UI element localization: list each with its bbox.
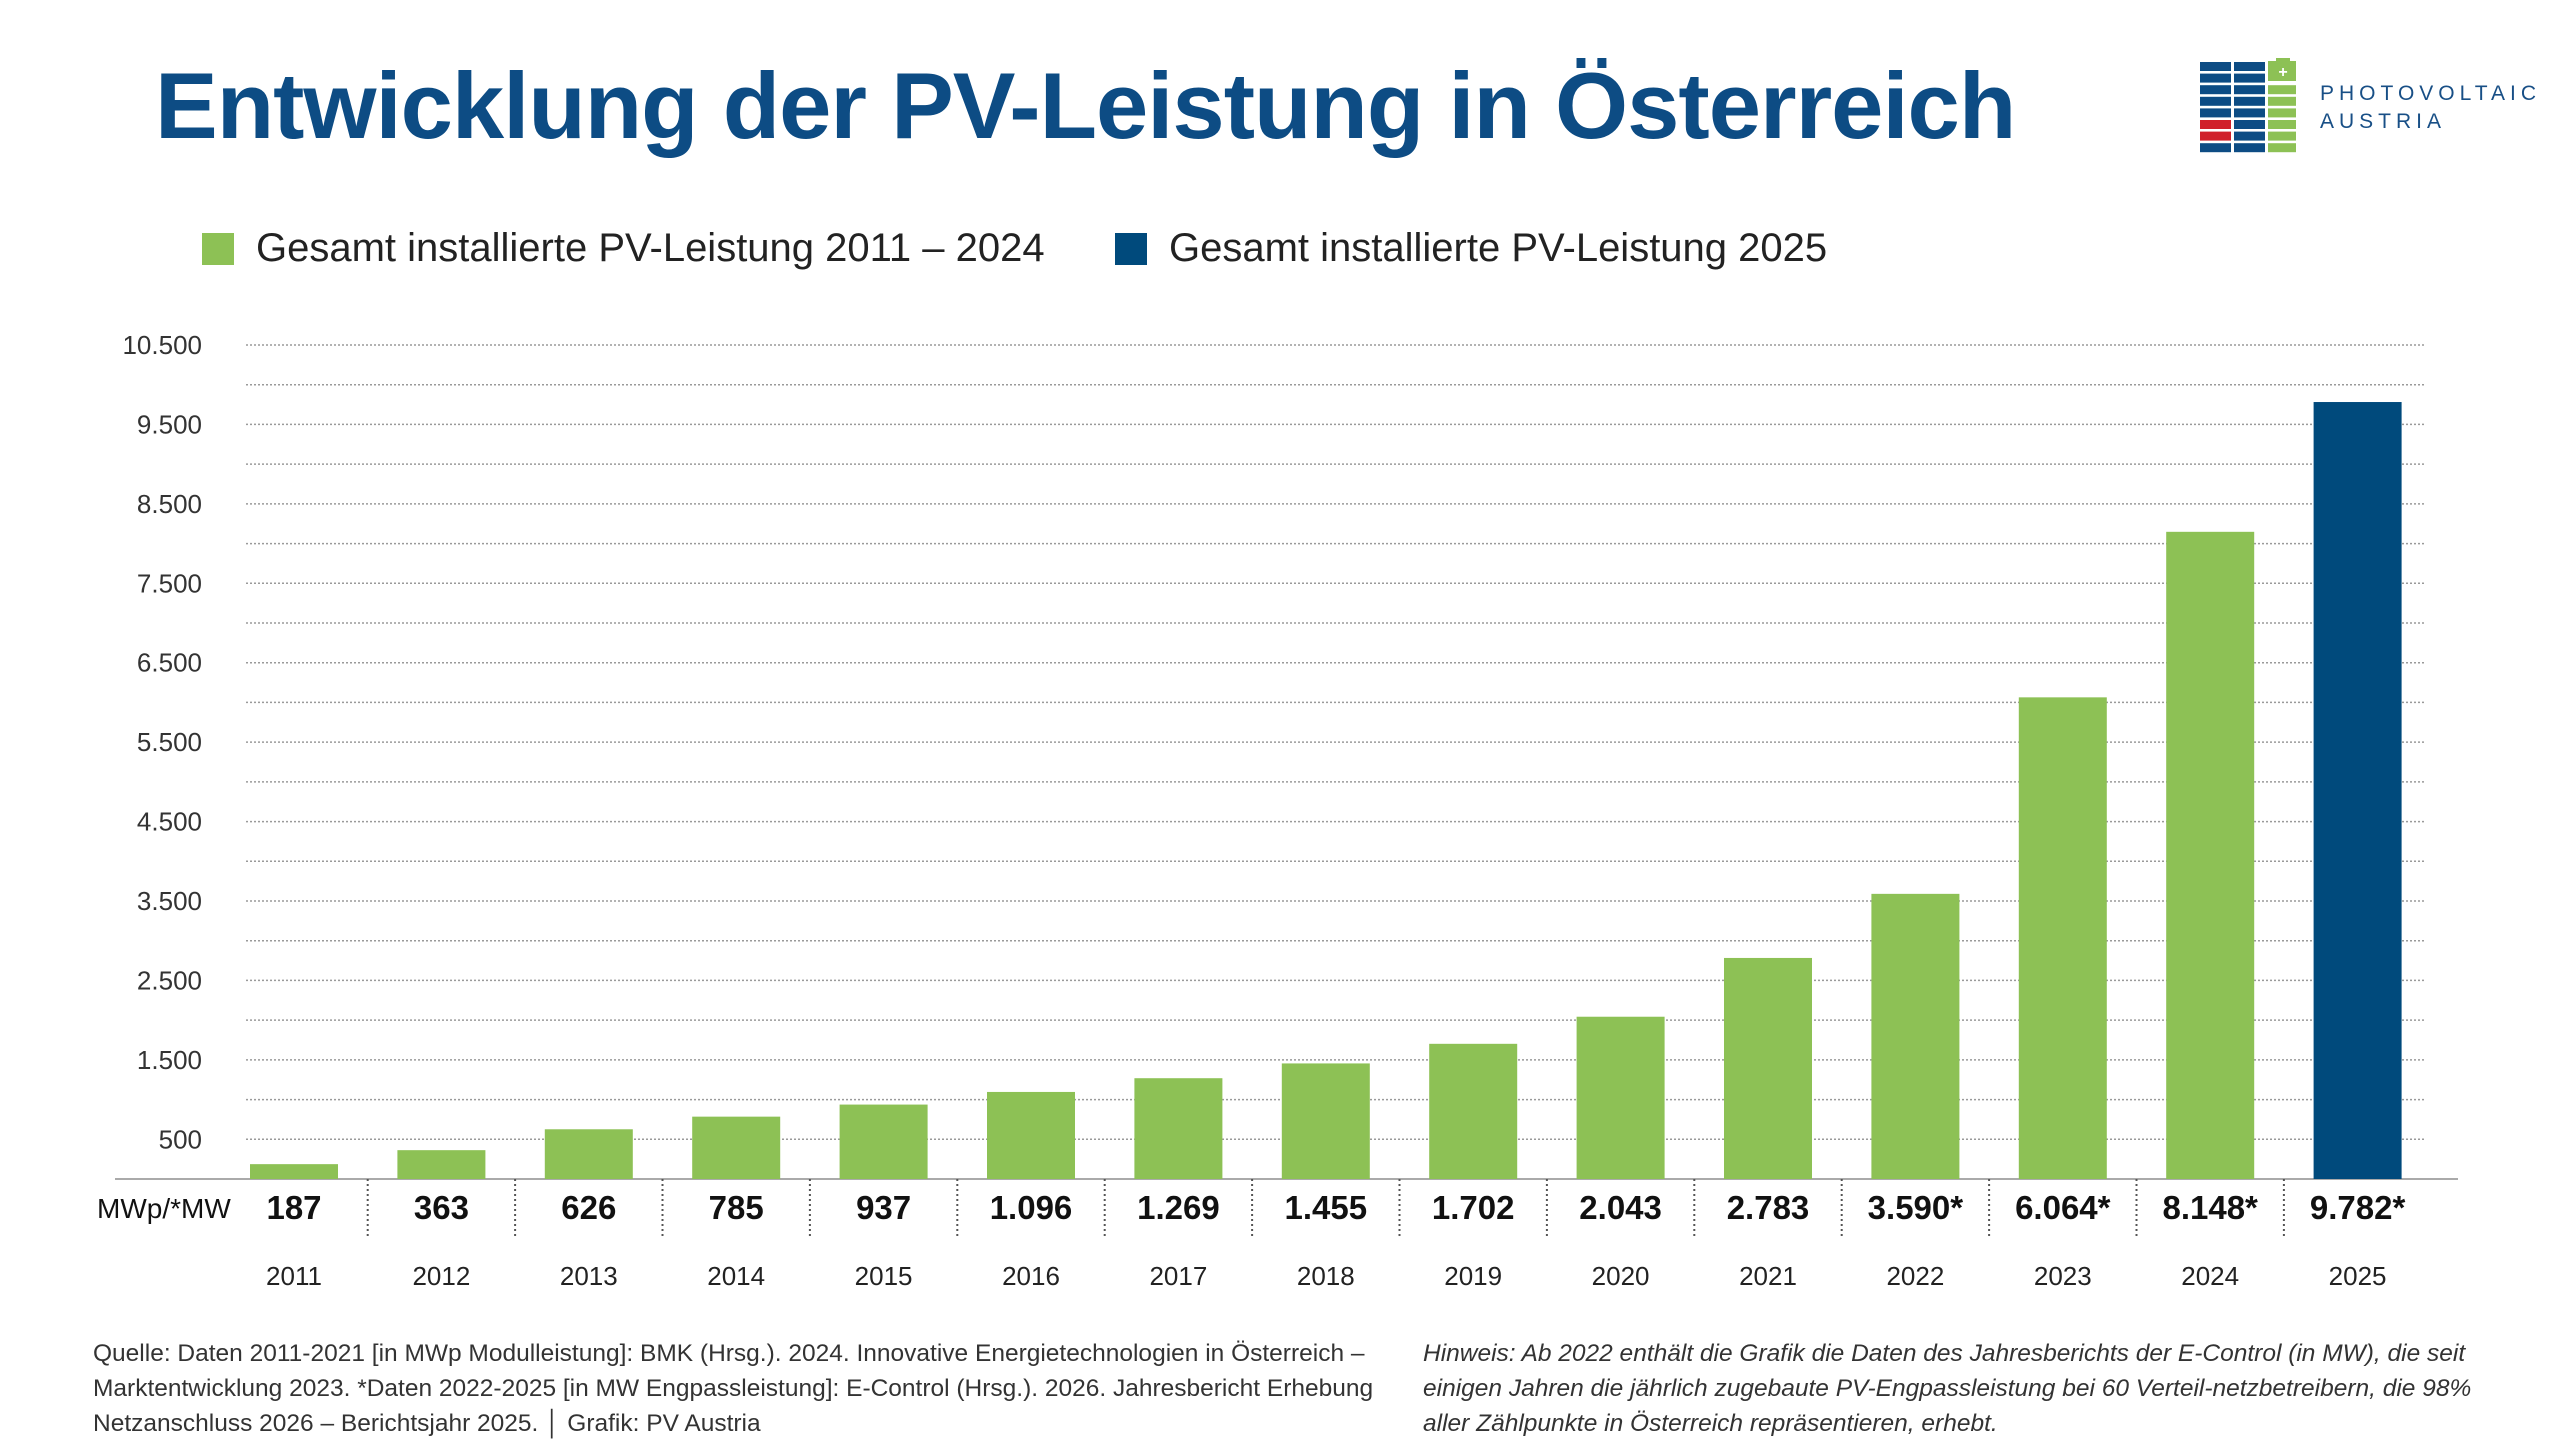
value-label: 1.269 <box>1137 1189 1220 1226</box>
y-tick-label: 500 <box>159 1124 202 1154</box>
svg-text:+: + <box>2278 64 2287 81</box>
hint-note: Hinweis: Ab 2022 enthält die Grafik die … <box>1423 1340 2472 1437</box>
y-tick-label: 4.500 <box>137 807 202 837</box>
legend-label: Gesamt installierte PV-Leistung 2011 – 2… <box>256 226 1045 270</box>
legend-swatch-green <box>202 232 234 265</box>
bar-2015 <box>839 1104 928 1179</box>
bar-2013 <box>544 1129 633 1179</box>
value-label: 363 <box>414 1189 469 1226</box>
legend-swatch-blue <box>1115 232 1147 265</box>
y-tick-label: 6.500 <box>137 648 202 678</box>
bar-2011 <box>250 1164 338 1179</box>
x-tick-label: 2022 <box>1886 1261 1944 1291</box>
x-tick-label: 2013 <box>560 1261 618 1291</box>
bar-2022 <box>1871 893 1960 1179</box>
bar-2018 <box>1281 1063 1370 1179</box>
value-label: 8.148* <box>2162 1189 2258 1226</box>
logo-icon: + <box>2200 58 2299 153</box>
bar-2025 <box>2313 402 2402 1179</box>
y-tick-label: 3.500 <box>137 886 202 916</box>
logo-text-line2: AUSTRIA <box>2320 110 2447 133</box>
bar-2023 <box>2018 697 2107 1179</box>
y-tick-label: 9.500 <box>137 409 202 439</box>
value-label: 1.096 <box>990 1189 1073 1226</box>
unit-label: MWp/*MW <box>97 1193 231 1224</box>
bar-2024 <box>2166 531 2255 1179</box>
value-label: 2.043 <box>1579 1189 1662 1226</box>
bar-2020 <box>1576 1016 1665 1179</box>
x-tick-label: 2020 <box>1592 1261 1650 1291</box>
bar-2014 <box>692 1116 781 1179</box>
legend-label: Gesamt installierte PV-Leistung 2025 <box>1169 226 1828 270</box>
y-tick-label: 1.500 <box>137 1045 202 1075</box>
value-label: 937 <box>856 1189 911 1226</box>
legend-item-2011-2024: Gesamt installierte PV-Leistung 2011 – 2… <box>202 226 1045 271</box>
x-tick-label: 2016 <box>1002 1261 1060 1291</box>
photovoltaic-austria-logo: + PHOTOVOLTAIC AUSTRIA <box>2196 58 2556 158</box>
value-label: 6.064* <box>2015 1189 2111 1226</box>
value-label: 9.782* <box>2310 1189 2406 1226</box>
x-tick-label: 2012 <box>412 1261 470 1291</box>
x-tick-label: 2017 <box>1149 1261 1207 1291</box>
x-tick-label: 2025 <box>2329 1261 2387 1291</box>
value-label: 1.702 <box>1432 1189 1515 1226</box>
y-tick-label: 8.500 <box>137 489 202 519</box>
bar-2019 <box>1429 1043 1518 1179</box>
value-label: 2.783 <box>1727 1189 1810 1226</box>
chart-title: Entwicklung der PV-Leistung in Österreic… <box>155 53 2016 158</box>
legend-item-2025: Gesamt installierte PV-Leistung 2025 <box>1115 226 1827 271</box>
x-tick-label: 2018 <box>1297 1261 1355 1291</box>
y-tick-label: 10.500 <box>122 330 202 360</box>
value-label: 3.590* <box>1868 1189 1964 1226</box>
y-tick-label: 2.500 <box>137 965 202 995</box>
x-tick-label: 2014 <box>707 1261 765 1291</box>
bar-2016 <box>987 1091 1075 1179</box>
x-tick-label: 2019 <box>1444 1261 1502 1291</box>
y-tick-label: 5.500 <box>137 727 202 757</box>
bar-2017 <box>1134 1078 1223 1179</box>
x-tick-label: 2011 <box>266 1261 322 1291</box>
logo-text-line1: PHOTOVOLTAIC <box>2320 82 2542 105</box>
y-tick-label: 7.500 <box>137 568 202 598</box>
x-tick-label: 2021 <box>1739 1261 1797 1291</box>
x-tick-label: 2015 <box>855 1261 913 1291</box>
value-label: 785 <box>709 1189 764 1226</box>
x-tick-label: 2024 <box>2181 1261 2239 1291</box>
value-label: 626 <box>561 1189 616 1226</box>
value-label: 1.455 <box>1285 1189 1368 1226</box>
value-label: 187 <box>266 1189 321 1226</box>
source-note: Quelle: Daten 2011-2021 [in MWp Modullei… <box>93 1340 1374 1437</box>
bar-2012 <box>397 1150 486 1179</box>
bar-2021 <box>1724 957 1812 1179</box>
x-tick-label: 2023 <box>2034 1261 2092 1291</box>
